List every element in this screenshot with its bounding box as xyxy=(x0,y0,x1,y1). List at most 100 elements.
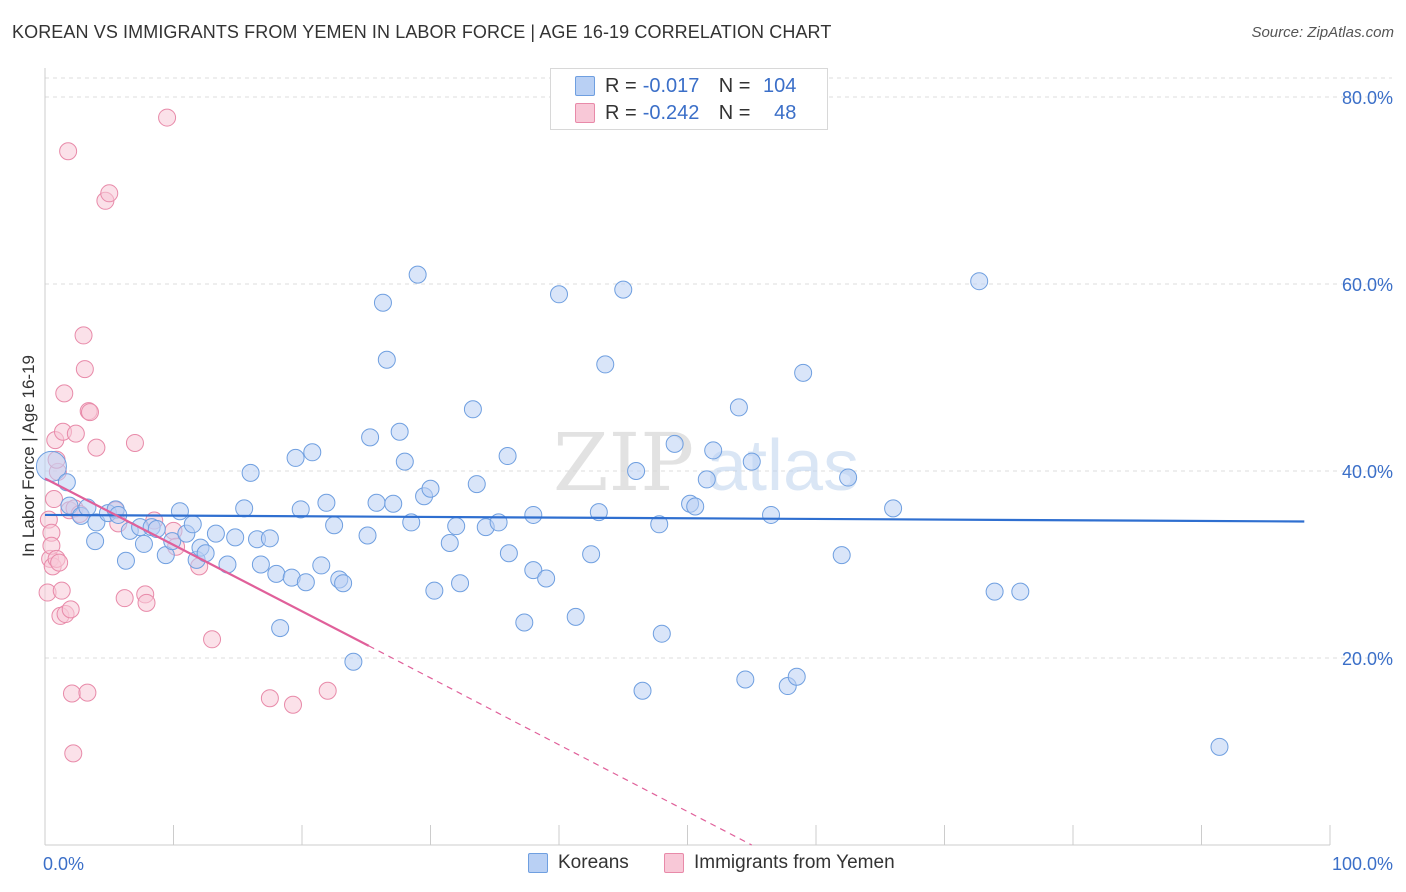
korean-point xyxy=(408,265,427,284)
korean-point xyxy=(515,613,534,632)
yemen-point xyxy=(55,384,74,403)
korean-point xyxy=(226,528,245,547)
korean-point xyxy=(447,517,466,536)
watermark-zip: ZIP xyxy=(553,416,694,509)
korean-point xyxy=(627,462,646,480)
korean-point xyxy=(183,515,202,534)
yemen-point xyxy=(158,108,177,127)
korean-point xyxy=(463,400,482,419)
n-label: N = xyxy=(718,74,751,97)
watermark-atlas: atlas xyxy=(707,426,859,506)
korean-point xyxy=(384,494,403,513)
legend-item-koreans[interactable]: Koreans xyxy=(528,852,629,874)
yemen-point xyxy=(59,142,78,161)
korean-point xyxy=(467,475,486,494)
yemen-point xyxy=(66,424,85,443)
korean-point xyxy=(537,569,556,588)
korean-point xyxy=(86,532,105,551)
korean-point xyxy=(373,293,392,312)
korean-point xyxy=(291,500,310,519)
korean-point xyxy=(794,363,813,382)
korean-point xyxy=(251,555,270,574)
korean-point xyxy=(884,499,903,518)
korean-point xyxy=(589,503,608,522)
korean-point xyxy=(839,468,858,487)
korean-point xyxy=(970,272,989,291)
yemen-point xyxy=(52,581,71,600)
korean-point xyxy=(241,463,260,482)
korean-point xyxy=(582,545,601,564)
korean-point xyxy=(312,556,331,575)
korean-point xyxy=(566,607,585,626)
korean-point xyxy=(787,667,806,686)
korean-point xyxy=(652,624,671,643)
korean-point xyxy=(260,529,279,548)
korean-point xyxy=(596,355,615,374)
yemen-points xyxy=(38,108,337,763)
yemen-n-value: 48 xyxy=(774,101,797,124)
legend-label-koreans: Koreans xyxy=(558,852,629,873)
legend-row-yemen: R = -0.242 N = 48 xyxy=(575,100,796,126)
yemen-point xyxy=(260,689,279,708)
korean-point xyxy=(57,473,76,492)
korean-point xyxy=(402,513,421,532)
korean-point xyxy=(742,452,761,471)
korean-point xyxy=(686,497,705,516)
korean-point xyxy=(425,581,444,600)
korean-point xyxy=(832,546,851,565)
korean-point xyxy=(697,470,716,489)
yemen-trend-extension xyxy=(368,645,753,846)
korean-point xyxy=(499,544,518,563)
korean-point xyxy=(440,533,459,552)
legend-item-yemen[interactable]: Immigrants from Yemen xyxy=(664,852,895,874)
yemen-trend-line xyxy=(44,477,370,647)
korean-point xyxy=(650,515,669,534)
korean-point xyxy=(1011,582,1030,601)
korean-point xyxy=(147,519,166,538)
yemen-swatch-icon xyxy=(575,103,595,123)
korean-point xyxy=(729,398,748,417)
x-tick-label: 0.0% xyxy=(43,854,84,874)
yemen-point xyxy=(50,553,69,572)
yemen-point xyxy=(318,681,337,700)
yemen-point xyxy=(125,433,144,452)
yemen-r-value: -0.242 xyxy=(642,101,700,124)
yemen-point xyxy=(61,600,80,619)
korean-point xyxy=(665,434,684,453)
watermark: ZIP atlas xyxy=(553,416,859,509)
korean-point xyxy=(286,448,305,467)
yemen-point xyxy=(115,589,134,608)
chart-title: KOREAN VS IMMIGRANTS FROM YEMEN IN LABOR… xyxy=(12,22,832,42)
y-tick-label: 20.0% xyxy=(1342,649,1393,669)
y-tick-label: 40.0% xyxy=(1342,462,1393,482)
yemen-point xyxy=(74,326,93,345)
axis-ticks: 20.0% 40.0% 60.0% 80.0% 0.0% 100.0% xyxy=(43,88,1393,874)
yemen-point xyxy=(75,360,94,379)
korean-point xyxy=(395,452,414,471)
legend-label-yemen: Immigrants from Yemen xyxy=(694,852,895,873)
r-label: R = xyxy=(605,74,637,97)
y-axis-label: In Labor Force | Age 16-19 xyxy=(19,355,38,557)
yemen-point xyxy=(78,683,97,702)
r-label: R = xyxy=(605,101,637,124)
korean-point xyxy=(1210,737,1229,756)
korean-point xyxy=(271,619,290,638)
yemen-point xyxy=(80,403,99,422)
koreans-swatch-icon xyxy=(575,76,595,96)
korean-point xyxy=(524,561,543,580)
grid-lines xyxy=(45,77,1392,659)
yemen-legend-swatch-icon xyxy=(664,853,684,873)
korean-point xyxy=(985,582,1004,601)
korean-point xyxy=(762,505,781,524)
korean-point xyxy=(633,681,652,700)
koreans-legend-swatch-icon xyxy=(528,853,548,873)
yemen-point xyxy=(137,593,156,612)
korean-point xyxy=(614,280,633,299)
korean-point xyxy=(377,350,396,369)
koreans-n-value: 104 xyxy=(763,74,797,97)
yemen-point xyxy=(203,630,222,649)
korean-point xyxy=(116,551,135,570)
koreans-r-value: -0.017 xyxy=(642,74,700,97)
korean-point xyxy=(267,564,286,583)
yemen-point xyxy=(64,744,83,763)
